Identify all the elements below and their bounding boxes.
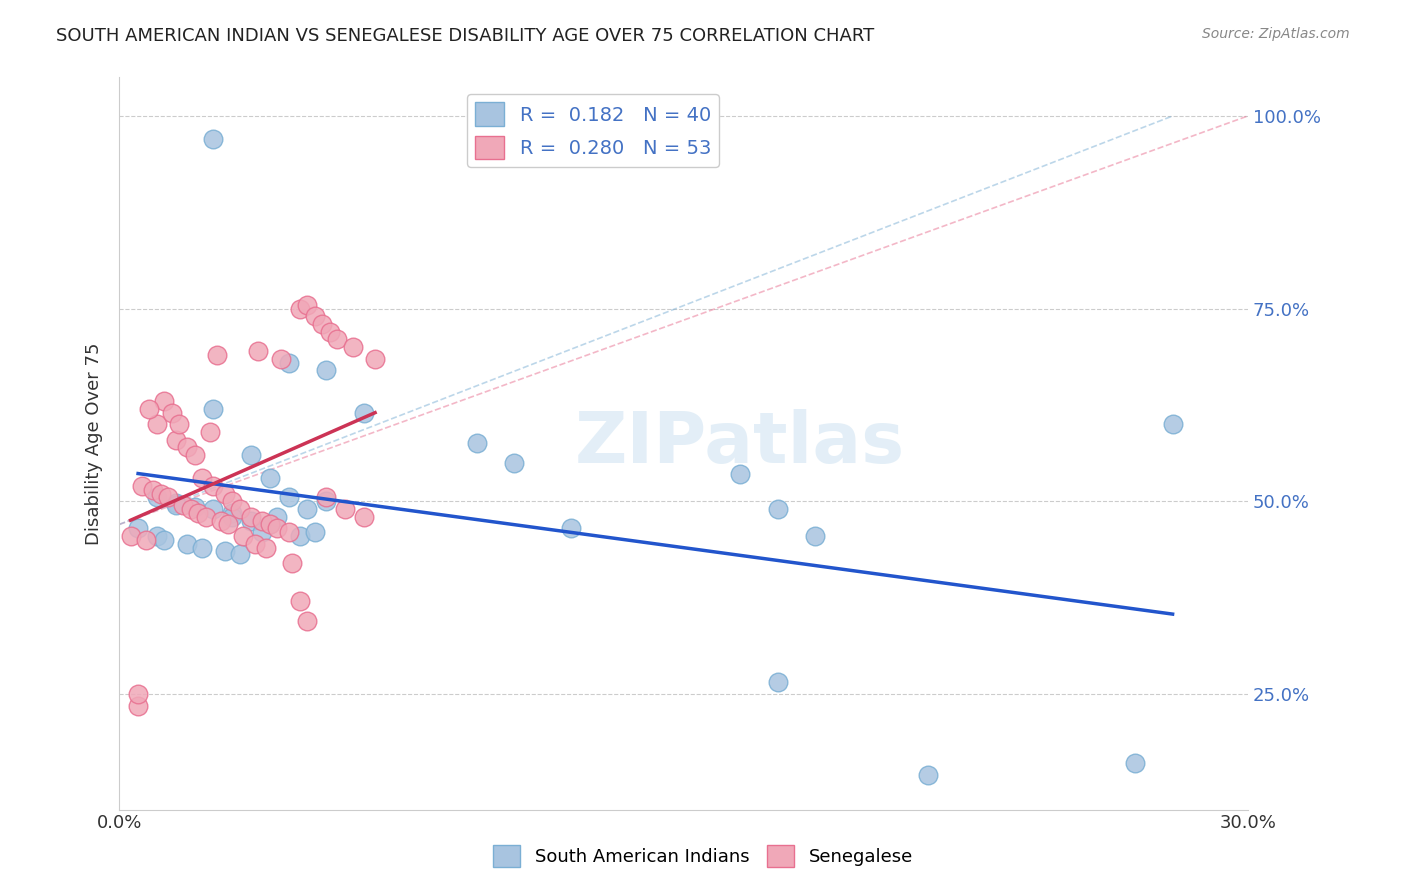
Point	[239, 448, 262, 462]
Text: Source: ZipAtlas.com: Source: ZipAtlas.com	[1202, 27, 1350, 41]
Point	[221, 494, 243, 508]
Point	[353, 406, 375, 420]
Point	[214, 544, 236, 558]
Legend: R =  0.182   N = 40, R =  0.280   N = 53: R = 0.182 N = 40, R = 0.280 N = 53	[467, 95, 718, 167]
Point	[364, 351, 387, 366]
Point	[202, 479, 225, 493]
Point	[270, 351, 292, 366]
Point	[239, 514, 262, 528]
Point	[232, 529, 254, 543]
Point	[766, 502, 789, 516]
Legend: South American Indians, Senegalese: South American Indians, Senegalese	[486, 838, 920, 874]
Point	[221, 506, 243, 520]
Y-axis label: Disability Age Over 75: Disability Age Over 75	[86, 343, 103, 545]
Point	[1161, 417, 1184, 432]
Point	[165, 433, 187, 447]
Point	[266, 509, 288, 524]
Point	[259, 517, 281, 532]
Point	[127, 687, 149, 701]
Point	[194, 509, 217, 524]
Point	[228, 547, 250, 561]
Point	[315, 494, 337, 508]
Point	[342, 340, 364, 354]
Point	[191, 471, 214, 485]
Point	[1123, 756, 1146, 771]
Point	[131, 479, 153, 493]
Point	[353, 509, 375, 524]
Point	[326, 333, 349, 347]
Point	[176, 536, 198, 550]
Point	[277, 525, 299, 540]
Point	[254, 541, 277, 555]
Point	[120, 529, 142, 543]
Point	[149, 486, 172, 500]
Point	[304, 525, 326, 540]
Point	[202, 401, 225, 416]
Point	[183, 500, 205, 515]
Point	[172, 498, 194, 512]
Point	[804, 529, 827, 543]
Point	[221, 509, 243, 524]
Point	[243, 536, 266, 550]
Point	[247, 344, 270, 359]
Point	[198, 425, 221, 439]
Point	[728, 467, 751, 482]
Point	[503, 456, 526, 470]
Point	[153, 533, 176, 547]
Point	[160, 406, 183, 420]
Point	[297, 298, 319, 312]
Point	[311, 317, 333, 331]
Point	[288, 301, 311, 316]
Point	[319, 325, 342, 339]
Point	[165, 498, 187, 512]
Point	[187, 506, 209, 520]
Point	[205, 348, 228, 362]
Point	[277, 491, 299, 505]
Point	[315, 491, 337, 505]
Point	[127, 698, 149, 713]
Point	[766, 675, 789, 690]
Point	[180, 502, 202, 516]
Point	[217, 517, 239, 532]
Point	[281, 556, 304, 570]
Point	[288, 529, 311, 543]
Point	[560, 521, 582, 535]
Point	[288, 594, 311, 608]
Point	[157, 491, 180, 505]
Point	[297, 502, 319, 516]
Point	[127, 521, 149, 535]
Point	[146, 491, 169, 505]
Point	[146, 529, 169, 543]
Point	[191, 541, 214, 555]
Point	[259, 471, 281, 485]
Text: ZIPatlas: ZIPatlas	[575, 409, 905, 478]
Point	[135, 533, 157, 547]
Point	[142, 483, 165, 497]
Point	[259, 517, 281, 532]
Point	[333, 502, 356, 516]
Text: SOUTH AMERICAN INDIAN VS SENEGALESE DISABILITY AGE OVER 75 CORRELATION CHART: SOUTH AMERICAN INDIAN VS SENEGALESE DISA…	[56, 27, 875, 45]
Point	[183, 448, 205, 462]
Point	[209, 514, 232, 528]
Point	[315, 363, 337, 377]
Point	[169, 417, 191, 432]
Point	[176, 441, 198, 455]
Point	[153, 394, 176, 409]
Point	[239, 509, 262, 524]
Point	[146, 417, 169, 432]
Point	[252, 514, 274, 528]
Point	[202, 502, 225, 516]
Point	[297, 614, 319, 628]
Point	[228, 502, 250, 516]
Point	[304, 310, 326, 324]
Point	[138, 401, 160, 416]
Point	[252, 525, 274, 540]
Point	[917, 768, 939, 782]
Point	[266, 521, 288, 535]
Point	[214, 486, 236, 500]
Point	[202, 132, 225, 146]
Point	[277, 355, 299, 369]
Point	[165, 496, 187, 510]
Point	[465, 436, 488, 450]
